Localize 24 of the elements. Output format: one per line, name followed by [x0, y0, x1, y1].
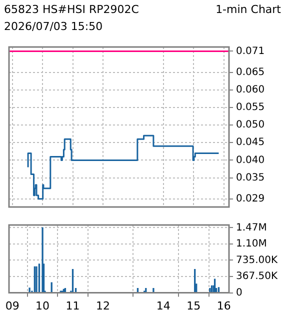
- y-tick-label: 735.00K: [236, 254, 278, 266]
- x-tick-label: 12: [96, 299, 110, 312]
- x-tick-label: 16: [216, 299, 231, 312]
- y-tick-label: 0.071: [236, 46, 265, 57]
- y-tick-label: 1.10M: [236, 238, 267, 250]
- y-tick-label: 0.055: [236, 102, 265, 114]
- x-tick-label: 14: [156, 299, 170, 312]
- y-tick-label: 0.040: [236, 154, 265, 166]
- y-tick-label: 0: [236, 287, 242, 298]
- x-tick-label: 15: [186, 299, 201, 312]
- y-tick-label: 0.029: [236, 194, 265, 205]
- x-tick-label: 11: [66, 299, 80, 312]
- y-tick-label: 0.050: [236, 120, 265, 131]
- y-tick-label: 1.47M: [236, 222, 267, 234]
- y-tick-label: 0.065: [236, 66, 265, 78]
- y-tick-label: 0.060: [236, 84, 265, 96]
- chart-title: 65823 HS#HSI RP2902C: [4, 3, 139, 18]
- text: 1-min Chart: [216, 3, 281, 18]
- x-tick-label: 09: [5, 299, 20, 312]
- y-tick-label: 0.045: [236, 137, 265, 148]
- y-tick-label: 0.035: [236, 172, 265, 184]
- y-tick-label: 367.50K: [236, 271, 278, 282]
- x-tick-label: 10: [36, 299, 50, 312]
- chart-subtitle: 2026/07/03 15:50: [4, 20, 103, 33]
